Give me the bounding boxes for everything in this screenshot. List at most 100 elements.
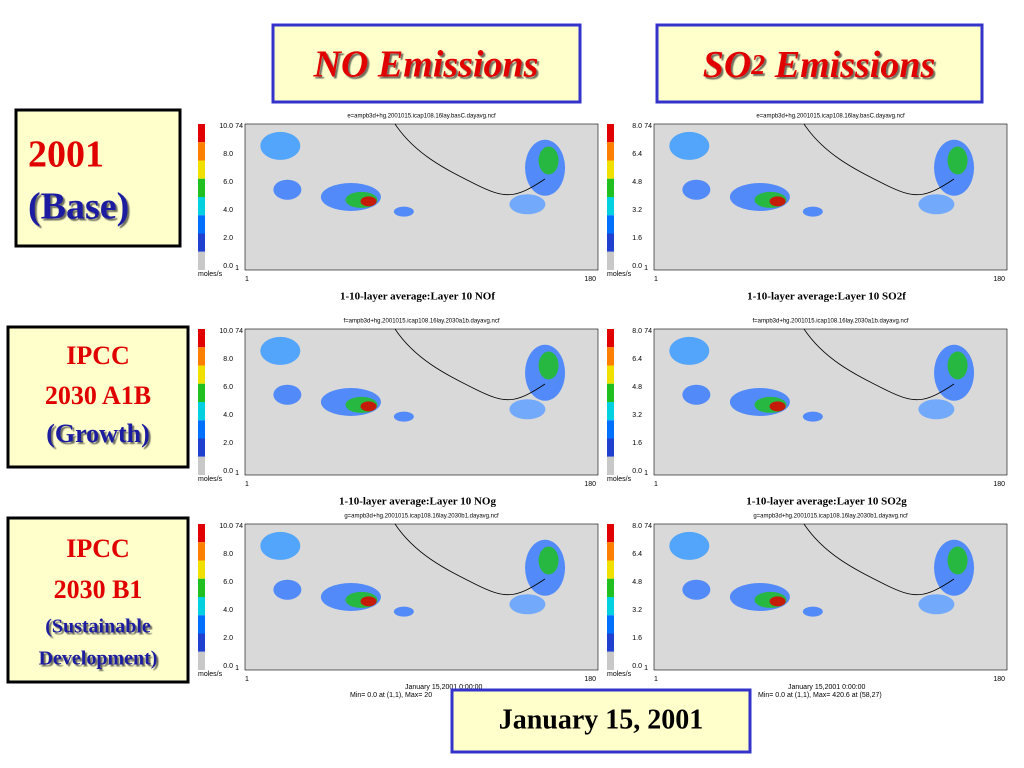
colorbar-segment	[607, 420, 614, 439]
date: January 15, 2001	[499, 704, 704, 735]
colorbar-segment	[198, 420, 205, 439]
y-top-label: 74	[644, 523, 652, 530]
row-label: 2001	[28, 134, 104, 176]
panel-caption: 1-10-layer average:Layer 10 SO2g	[746, 496, 907, 508]
x-right-label: 180	[584, 676, 596, 683]
y-bottom-label: 1	[235, 265, 239, 272]
colorbar-segment	[607, 597, 614, 616]
footer-minmax: Min= 0.0 at (1,1), Max= 420.6 at (58,27)	[758, 692, 882, 699]
header-text: SO	[703, 44, 752, 86]
emission-area	[393, 606, 414, 617]
colorbar-tick-label: 0.0	[223, 663, 233, 670]
panel-file: e=ampb3d+hg.2001015.icap108.16lay.basC.d…	[347, 114, 496, 120]
coastline	[803, 123, 955, 196]
y-top-label: 74	[235, 123, 243, 130]
x-left-label: 1	[654, 676, 658, 683]
emission-area	[802, 606, 823, 617]
emission-area	[538, 546, 559, 575]
colorbar-tick-label: 4.8	[632, 179, 642, 186]
unit-label: moles/s	[198, 671, 223, 678]
colorbar-tick-label: 2.0	[223, 235, 233, 242]
colorbar-segment	[607, 347, 614, 366]
emission-area	[260, 131, 301, 160]
colorbar-segment	[607, 456, 614, 475]
emission-area	[918, 399, 955, 420]
colorbar-tick-label: 0.0	[223, 468, 233, 475]
colorbar-segment	[198, 542, 205, 561]
colorbar-segment	[198, 597, 205, 616]
y-bottom-label: 1	[235, 470, 239, 477]
colorbar-segment	[607, 402, 614, 421]
colorbar-tick-label: 4.8	[632, 579, 642, 586]
emission-area	[769, 401, 786, 412]
emission-area	[947, 351, 968, 380]
colorbar-tick-label: 4.0	[223, 412, 233, 419]
unit-label: moles/s	[607, 476, 632, 483]
emission-area	[918, 194, 955, 215]
row-label: IPCC	[66, 534, 130, 563]
coastline	[803, 523, 955, 596]
emission-area	[769, 596, 786, 607]
colorbar-tick-label: 8.0	[223, 356, 233, 363]
colorbar-segment	[198, 197, 205, 216]
colorbar-segment	[198, 560, 205, 579]
emission-area	[682, 179, 711, 200]
row-label: IPCC	[66, 341, 130, 370]
colorbar-tick-label: 10.0	[219, 523, 233, 530]
colorbar-tick-label: 1.6	[632, 235, 642, 242]
panels: e=ampb3d+hg.2001015.icap108.16lay.basC.d…	[198, 114, 1008, 683]
colorbar-segment	[607, 215, 614, 234]
panel-caption: 1-10-layer average:Layer 10 NOg	[339, 496, 496, 508]
emission-area	[360, 596, 377, 607]
colorbar-segment	[607, 578, 614, 597]
colorbar-segment	[607, 651, 614, 670]
colorbar-segment	[607, 615, 614, 634]
y-bottom-label: 1	[644, 665, 648, 672]
y-top-label: 74	[235, 328, 243, 335]
y-top-label: 74	[235, 523, 243, 530]
colorbar-segment	[607, 365, 614, 384]
colorbar-tick-label: 4.8	[632, 384, 642, 391]
colorbar-tick-label: 2.0	[223, 440, 233, 447]
panel-file: f=ampb3d+hg.2001015.icap108.16lay.2030a1…	[343, 319, 499, 325]
colorbar-tick-label: 0.0	[632, 663, 642, 670]
colorbar-segment	[198, 215, 205, 234]
colorbar-segment	[607, 233, 614, 252]
colorbar-tick-label: 3.2	[632, 607, 642, 614]
colorbar-segment	[607, 142, 614, 161]
colorbar-segment	[198, 124, 205, 143]
panel-file: g=ampb3d+hg.2001015.icap108.16lay.2030b1…	[344, 514, 499, 520]
colorbar-segment	[198, 365, 205, 384]
colorbar-tick-label: 3.2	[632, 207, 642, 214]
y-bottom-label: 1	[644, 265, 648, 272]
x-right-label: 180	[584, 276, 596, 283]
emission-area	[273, 179, 302, 200]
colorbar-tick-label: 6.0	[223, 579, 233, 586]
colorbar-segment	[198, 178, 205, 197]
colorbar-segment	[607, 178, 614, 197]
panel-caption: 1-10-layer average:Layer 10 SO2f	[747, 291, 906, 303]
colorbar-segment	[198, 438, 205, 457]
unit-label: moles/s	[607, 671, 632, 678]
colorbar-tick-label: 8.0	[223, 551, 233, 558]
x-left-label: 1	[654, 276, 658, 283]
colorbar-segment	[607, 542, 614, 561]
header-box	[271, 23, 582, 104]
colorbar-tick-label: 8.0	[632, 523, 642, 530]
footer-minmax: Min= 0.0 at (1,1), Max= 20	[350, 692, 432, 699]
colorbar-segment	[607, 251, 614, 270]
coastline	[394, 123, 546, 196]
colorbar-segment	[607, 524, 614, 543]
x-left-label: 1	[245, 481, 249, 488]
x-left-label: 1	[245, 676, 249, 683]
colorbar-segment	[198, 329, 205, 348]
colorbar-segment	[607, 383, 614, 402]
colorbar-segment	[607, 560, 614, 579]
emission-area	[538, 351, 559, 380]
colorbar-segment	[607, 438, 614, 457]
colorbar-segment	[198, 651, 205, 670]
column-header: NO Emissions	[313, 44, 539, 86]
emission-area	[260, 531, 301, 560]
colorbar-tick-label: 0.0	[632, 468, 642, 475]
